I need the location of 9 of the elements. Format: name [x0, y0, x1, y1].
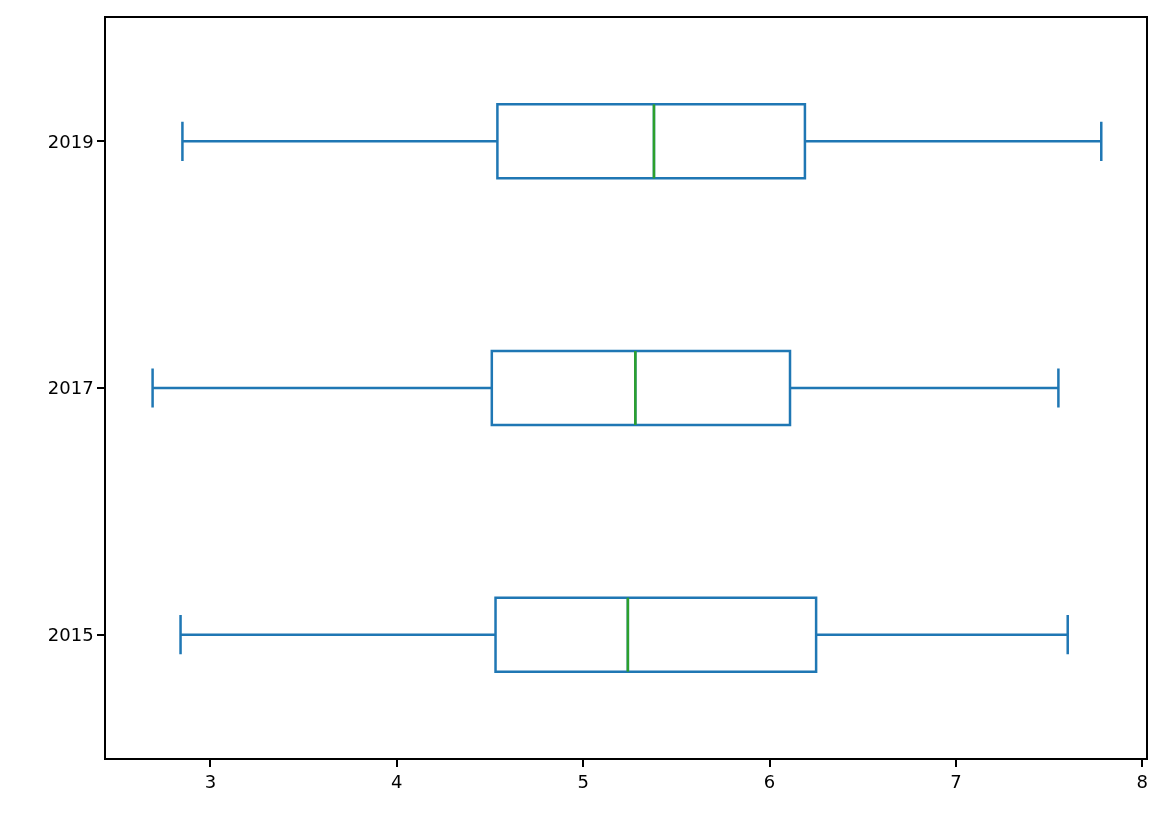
x-tick-label: 8	[1136, 771, 1148, 793]
x-tick-label: 3	[204, 771, 217, 793]
y-tick-label: 2015	[47, 623, 94, 645]
x-tick-label: 4	[391, 771, 403, 793]
x-tick-label: 5	[577, 771, 589, 793]
y-tick-label: 2019	[47, 130, 94, 152]
x-tick-label: 7	[950, 771, 962, 793]
y-tick-label: 2017	[47, 377, 94, 399]
x-tick-label: 6	[763, 771, 776, 793]
